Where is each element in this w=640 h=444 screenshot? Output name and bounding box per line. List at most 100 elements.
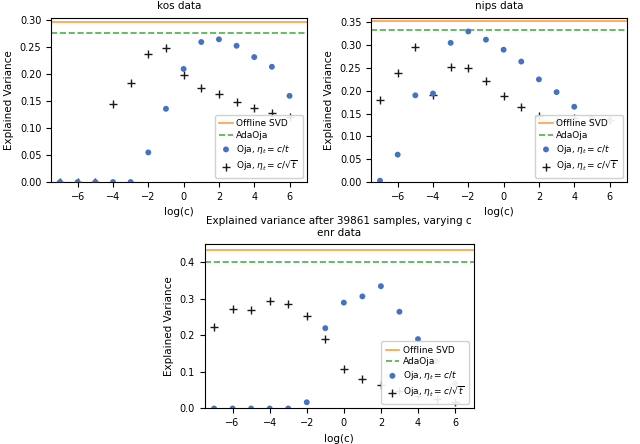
Oja, $\eta_t = c/t$ (357, 293, 367, 300)
Oja, $\eta_t = c/t$ (249, 54, 259, 61)
Oja, $\eta_t = c/t$ (283, 405, 293, 412)
Oja, $\eta_t = c/\sqrt{t}$ (428, 92, 438, 99)
Offline SVD (180, 20, 188, 25)
X-axis label: log(c): log(c) (164, 207, 194, 217)
Oja, $\eta_t = c/\sqrt{t}$ (209, 323, 219, 330)
AdaOja (500, 28, 508, 33)
Oja, $\eta_t = c/t$ (499, 46, 509, 53)
Oja, $\eta_t = c/\sqrt{t}$ (534, 112, 544, 119)
Oja, $\eta_t = c/t$ (410, 92, 420, 99)
Oja, $\eta_t = c/t$ (445, 40, 456, 47)
Oja, $\eta_t = c/\sqrt{t}$ (394, 388, 404, 395)
Offline SVD (358, 247, 366, 252)
Oja, $\eta_t = c/\sqrt{t}$ (284, 114, 294, 121)
Oja, $\eta_t = c/t$ (246, 405, 256, 412)
Offline SVD (197, 20, 205, 25)
Oja, $\eta_t = c/\sqrt{t}$ (604, 117, 614, 124)
Oja, $\eta_t = c/t$ (534, 76, 544, 83)
Oja, $\eta_t = c/\sqrt{t}$ (249, 104, 259, 111)
Oja, $\eta_t = c/t$ (227, 405, 237, 412)
Oja, $\eta_t = c/\sqrt{t}$ (499, 93, 509, 100)
Oja, $\eta_t = c/t$ (143, 149, 154, 156)
Oja, $\eta_t = c/\sqrt{t}$ (410, 43, 420, 50)
Oja, $\eta_t = c/t$ (209, 405, 219, 412)
AdaOja (340, 260, 348, 265)
Oja, $\eta_t = c/t$ (284, 92, 294, 99)
Oja, $\eta_t = c/t$ (428, 90, 438, 97)
Oja, $\eta_t = c/\sqrt{t}$ (375, 96, 385, 103)
Oja, $\eta_t = c/t$ (320, 325, 330, 332)
Oja, $\eta_t = c/\sqrt{t}$ (376, 382, 386, 389)
Oja, $\eta_t = c/t$ (392, 151, 403, 158)
Oja, $\eta_t = c/\sqrt{t}$ (450, 399, 460, 406)
Oja, $\eta_t = c/\sqrt{t}$ (301, 313, 312, 320)
Oja, $\eta_t = c/\sqrt{t}$ (392, 69, 403, 76)
Oja, $\eta_t = c/\sqrt{t}$ (264, 297, 275, 304)
Oja, $\eta_t = c/\sqrt{t}$ (339, 366, 349, 373)
Oja, $\eta_t = c/t$ (214, 36, 224, 43)
Oja, $\eta_t = c/t$ (569, 103, 579, 110)
Oja, $\eta_t = c/\sqrt{t}$ (445, 63, 456, 71)
Oja, $\eta_t = c/t$ (431, 357, 442, 365)
Oja, $\eta_t = c/\sqrt{t}$ (227, 305, 237, 313)
Oja, $\eta_t = c/t$ (267, 63, 277, 70)
Oja, $\eta_t = c/t$ (463, 28, 474, 35)
Oja, $\eta_t = c/t$ (450, 380, 460, 387)
Oja, $\eta_t = c/\sqrt{t}$ (179, 71, 189, 79)
Oja, $\eta_t = c/\sqrt{t}$ (431, 395, 442, 402)
Y-axis label: Explained Variance: Explained Variance (324, 50, 334, 150)
Title: Explained variance after 39861 samples, varying c
enr data: Explained variance after 39861 samples, … (206, 216, 472, 238)
Oja, $\eta_t = c/\sqrt{t}$ (196, 84, 206, 91)
Title: Explained variance after 1500 samples, varying c
nips data: Explained variance after 1500 samples, v… (370, 0, 628, 12)
Oja, $\eta_t = c/t$ (72, 178, 83, 186)
Oja, $\eta_t = c/t$ (604, 116, 614, 123)
Oja, $\eta_t = c/t$ (90, 178, 100, 186)
Oja, $\eta_t = c/t$ (394, 308, 404, 315)
Legend: Offline SVD, AdaOja, Oja, $\eta_t = c/t$, Oja, $\eta_t = c/\sqrt{t}$: Offline SVD, AdaOja, Oja, $\eta_t = c/t$… (214, 115, 303, 178)
Title: Explained variance after 3430 samples, varying c
kos data: Explained variance after 3430 samples, v… (50, 0, 308, 12)
Oja, $\eta_t = c/t$ (552, 89, 562, 96)
Oja, $\eta_t = c/\sqrt{t}$ (108, 100, 118, 107)
Oja, $\eta_t = c/\sqrt{t}$ (357, 375, 367, 382)
Oja, $\eta_t = c/t$ (55, 178, 65, 186)
Oja, $\eta_t = c/t$ (481, 36, 491, 43)
Oja, $\eta_t = c/\sqrt{t}$ (587, 117, 597, 124)
Oja, $\eta_t = c/\sqrt{t}$ (161, 45, 171, 52)
Oja, $\eta_t = c/\sqrt{t}$ (413, 392, 423, 399)
Oja, $\eta_t = c/t$ (108, 178, 118, 186)
Oja, $\eta_t = c/\sqrt{t}$ (516, 103, 526, 110)
Offline SVD (340, 247, 348, 252)
AdaOja (358, 260, 366, 265)
Oja, $\eta_t = c/t$ (196, 39, 206, 46)
Oja, $\eta_t = c/\sqrt{t}$ (552, 118, 562, 125)
Oja, $\eta_t = c/\sqrt{t}$ (125, 79, 136, 87)
Oja, $\eta_t = c/\sqrt{t}$ (569, 115, 579, 122)
X-axis label: log(c): log(c) (484, 207, 514, 217)
Oja, $\eta_t = c/t$ (339, 299, 349, 306)
Oja, $\eta_t = c/\sqrt{t}$ (214, 91, 224, 98)
Oja, $\eta_t = c/\sqrt{t}$ (267, 110, 277, 117)
Y-axis label: Explained Variance: Explained Variance (164, 277, 174, 376)
Oja, $\eta_t = c/\sqrt{t}$ (320, 336, 330, 343)
Legend: Offline SVD, AdaOja, Oja, $\eta_t = c/t$, Oja, $\eta_t = c/\sqrt{t}$: Offline SVD, AdaOja, Oja, $\eta_t = c/t$… (534, 115, 623, 178)
AdaOja (517, 28, 525, 33)
AdaOja (180, 30, 188, 36)
Oja, $\eta_t = c/t$ (125, 178, 136, 186)
Y-axis label: Explained Variance: Explained Variance (4, 50, 14, 150)
Oja, $\eta_t = c/\sqrt{t}$ (143, 50, 154, 57)
Oja, $\eta_t = c/\sqrt{t}$ (55, 178, 65, 186)
Legend: Offline SVD, AdaOja, Oja, $\eta_t = c/t$, Oja, $\eta_t = c/\sqrt{t}$: Offline SVD, AdaOja, Oja, $\eta_t = c/t$… (381, 341, 469, 404)
Oja, $\eta_t = c/\sqrt{t}$ (90, 178, 100, 185)
Oja, $\eta_t = c/\sqrt{t}$ (283, 301, 293, 308)
Oja, $\eta_t = c/t$ (301, 399, 312, 406)
Oja, $\eta_t = c/\sqrt{t}$ (246, 306, 256, 313)
Oja, $\eta_t = c/t$ (232, 42, 242, 49)
Oja, $\eta_t = c/\sqrt{t}$ (72, 178, 83, 186)
Oja, $\eta_t = c/\sqrt{t}$ (481, 77, 491, 84)
Oja, $\eta_t = c/t$ (376, 283, 386, 290)
Oja, $\eta_t = c/t$ (587, 115, 597, 122)
Offline SVD (517, 19, 525, 24)
Offline SVD (500, 19, 508, 24)
Oja, $\eta_t = c/t$ (516, 58, 526, 65)
Oja, $\eta_t = c/\sqrt{t}$ (232, 99, 242, 106)
